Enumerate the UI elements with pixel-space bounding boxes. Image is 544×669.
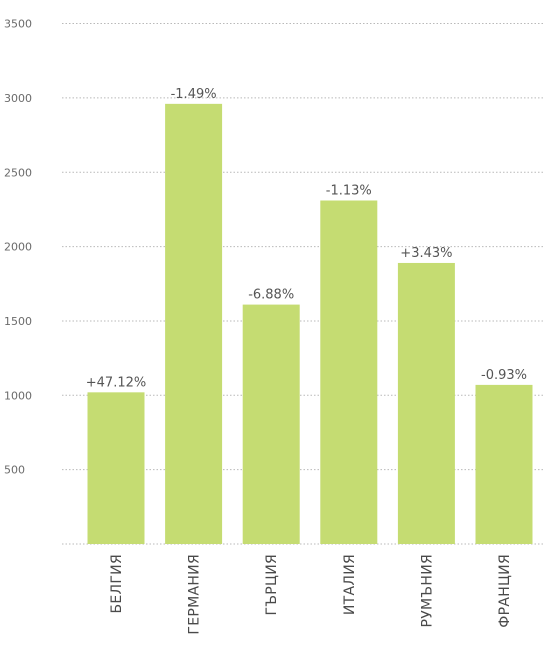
y-tick-label: 1000: [4, 389, 32, 402]
bar: [165, 103, 223, 545]
category-label: БЕЛГИЯ: [109, 554, 125, 614]
data-label: -6.88%: [248, 288, 294, 303]
data-label: -1.13%: [326, 184, 372, 199]
data-label: -0.93%: [481, 368, 527, 383]
y-tick-label: 2000: [4, 241, 32, 254]
category-label: ИТАЛИЯ: [342, 554, 358, 615]
data-labels: +47.12% -1.49% -6.88% -1.13% +3.43% -0.93%: [86, 87, 527, 390]
bars: [87, 103, 533, 545]
y-tick-label: 3000: [4, 92, 32, 105]
bar: [320, 200, 378, 545]
bar: [87, 392, 145, 544]
bar: [242, 304, 300, 544]
x-axis-categories: БЕЛГИЯ ГЕРМАНИЯ ГЪРЦИЯ ИТАЛИЯ РУМЪНИЯ ФРАНЦИЯ: [109, 554, 513, 635]
y-tick-label: 2500: [4, 166, 32, 179]
category-label: ГЪРЦИЯ: [264, 554, 280, 616]
bar: [397, 262, 455, 544]
bar: [475, 384, 533, 544]
data-label: -1.49%: [171, 87, 217, 102]
y-tick-label: 500: [4, 464, 25, 477]
y-tick-label: 1500: [4, 315, 32, 328]
category-label: ГЕРМАНИЯ: [187, 554, 203, 635]
category-label: ФРАНЦИЯ: [497, 554, 513, 628]
y-axis-ticks: 500 1000 1500 2000 2500 3000 3500: [4, 18, 32, 477]
category-label: РУМЪНИЯ: [419, 554, 435, 628]
data-label: +3.43%: [400, 246, 452, 261]
data-label: +47.12%: [86, 375, 146, 390]
y-tick-label: 3500: [4, 18, 32, 31]
